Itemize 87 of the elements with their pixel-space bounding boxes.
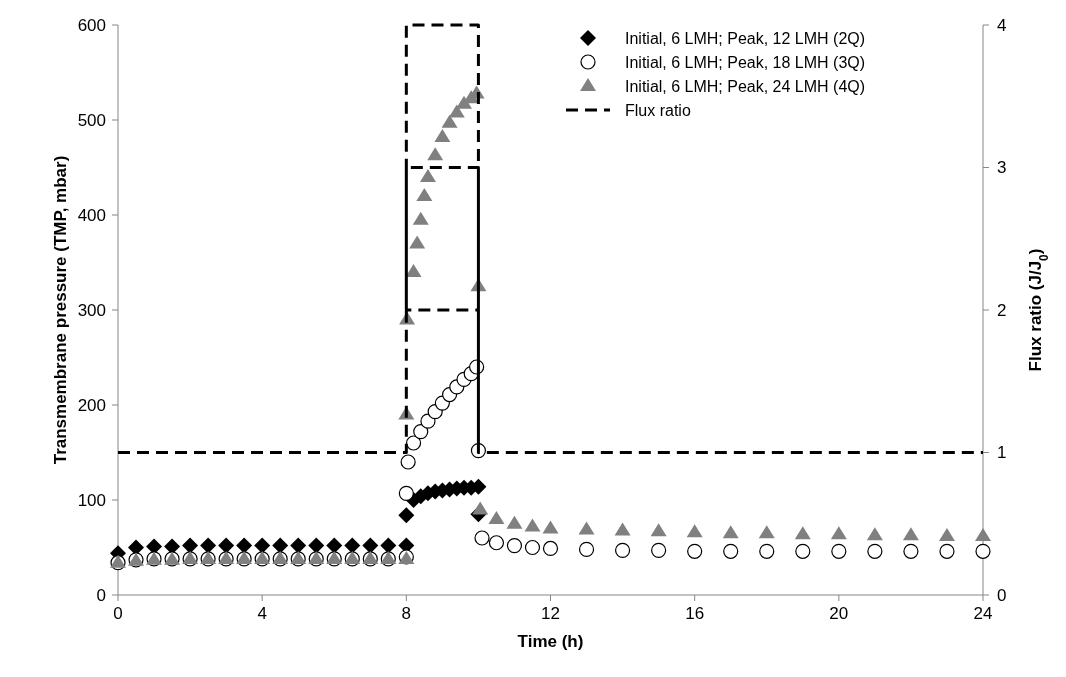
point (405, 264, 422, 277)
point (290, 537, 307, 554)
point (380, 537, 397, 554)
y-tick-label: 200 (77, 395, 106, 415)
point (794, 526, 811, 540)
point (398, 485, 414, 501)
y2-tick-label: 2 (997, 300, 1007, 320)
point (759, 543, 775, 559)
x-tick-label: 20 (829, 604, 849, 623)
x-tick-label: 0 (113, 604, 123, 623)
y-tick-label: 300 (77, 300, 106, 320)
point (975, 528, 991, 542)
point (254, 537, 271, 554)
point (441, 114, 458, 128)
point (427, 147, 444, 161)
point (308, 537, 325, 554)
x-tick-label: 24 (973, 604, 993, 623)
point (456, 95, 472, 109)
point (419, 169, 436, 182)
point (614, 522, 631, 536)
legend-label: Initial, 6 LMH; Peak, 18 LMH (3Q) (625, 53, 866, 71)
point (398, 507, 415, 524)
point (614, 542, 631, 558)
point (938, 528, 955, 542)
point (903, 543, 919, 559)
x-tick-label: 4 (257, 604, 267, 623)
x-tick-label: 12 (541, 604, 560, 623)
point (542, 520, 559, 534)
point (651, 542, 667, 558)
point (524, 539, 541, 556)
point (524, 518, 541, 532)
point (164, 538, 181, 555)
point (344, 537, 361, 554)
point (413, 424, 429, 440)
y2-tick-label: 3 (997, 158, 1007, 178)
point (412, 211, 429, 225)
point (409, 235, 426, 249)
legend-label: Flux ratio (625, 101, 691, 119)
y-tick-label: 500 (77, 110, 106, 130)
point (578, 541, 595, 557)
point (506, 515, 523, 529)
point (939, 543, 955, 559)
x-axis-title: Time (h) (517, 632, 584, 651)
y-tick-label: 600 (77, 15, 106, 35)
point (506, 538, 523, 554)
point (902, 527, 919, 541)
point (488, 511, 505, 524)
point (830, 526, 847, 540)
legend-label: Initial, 6 LMH; Peak, 24 LMH (4Q) (625, 77, 866, 95)
point (472, 501, 489, 515)
point (867, 543, 883, 559)
point (831, 543, 847, 559)
point (272, 537, 289, 554)
point (326, 537, 343, 554)
point (758, 525, 775, 539)
point (975, 543, 991, 559)
point (434, 129, 451, 143)
y-tick-label: 400 (77, 205, 106, 225)
point (542, 540, 559, 557)
point (200, 537, 217, 554)
y-tick-label: 100 (77, 490, 106, 510)
point (474, 530, 490, 546)
point (723, 543, 739, 559)
point (400, 454, 416, 470)
point (405, 435, 422, 451)
legend-label: Initial, 6 LMH; Peak, 12 LMH (2Q) (625, 29, 866, 47)
point (722, 525, 739, 539)
y-tick-label: 0 (96, 585, 106, 605)
point (650, 523, 667, 537)
point (795, 543, 811, 559)
y2-tick-label: 4 (997, 15, 1007, 35)
x-tick-label: 8 (401, 604, 412, 623)
point (236, 537, 253, 554)
point (362, 537, 379, 554)
point (488, 535, 505, 551)
point (686, 524, 703, 538)
point (218, 537, 235, 554)
y2-tick-label: 0 (997, 585, 1007, 605)
x-tick-label: 16 (685, 604, 705, 623)
point (687, 543, 703, 559)
y2-tick-label: 1 (997, 443, 1007, 463)
point (416, 188, 433, 201)
point (182, 537, 199, 554)
point (578, 521, 595, 535)
y-axis-title: Transmembrane pressure (TMP, mbar) (51, 155, 70, 465)
point (866, 527, 883, 541)
point (146, 538, 163, 555)
